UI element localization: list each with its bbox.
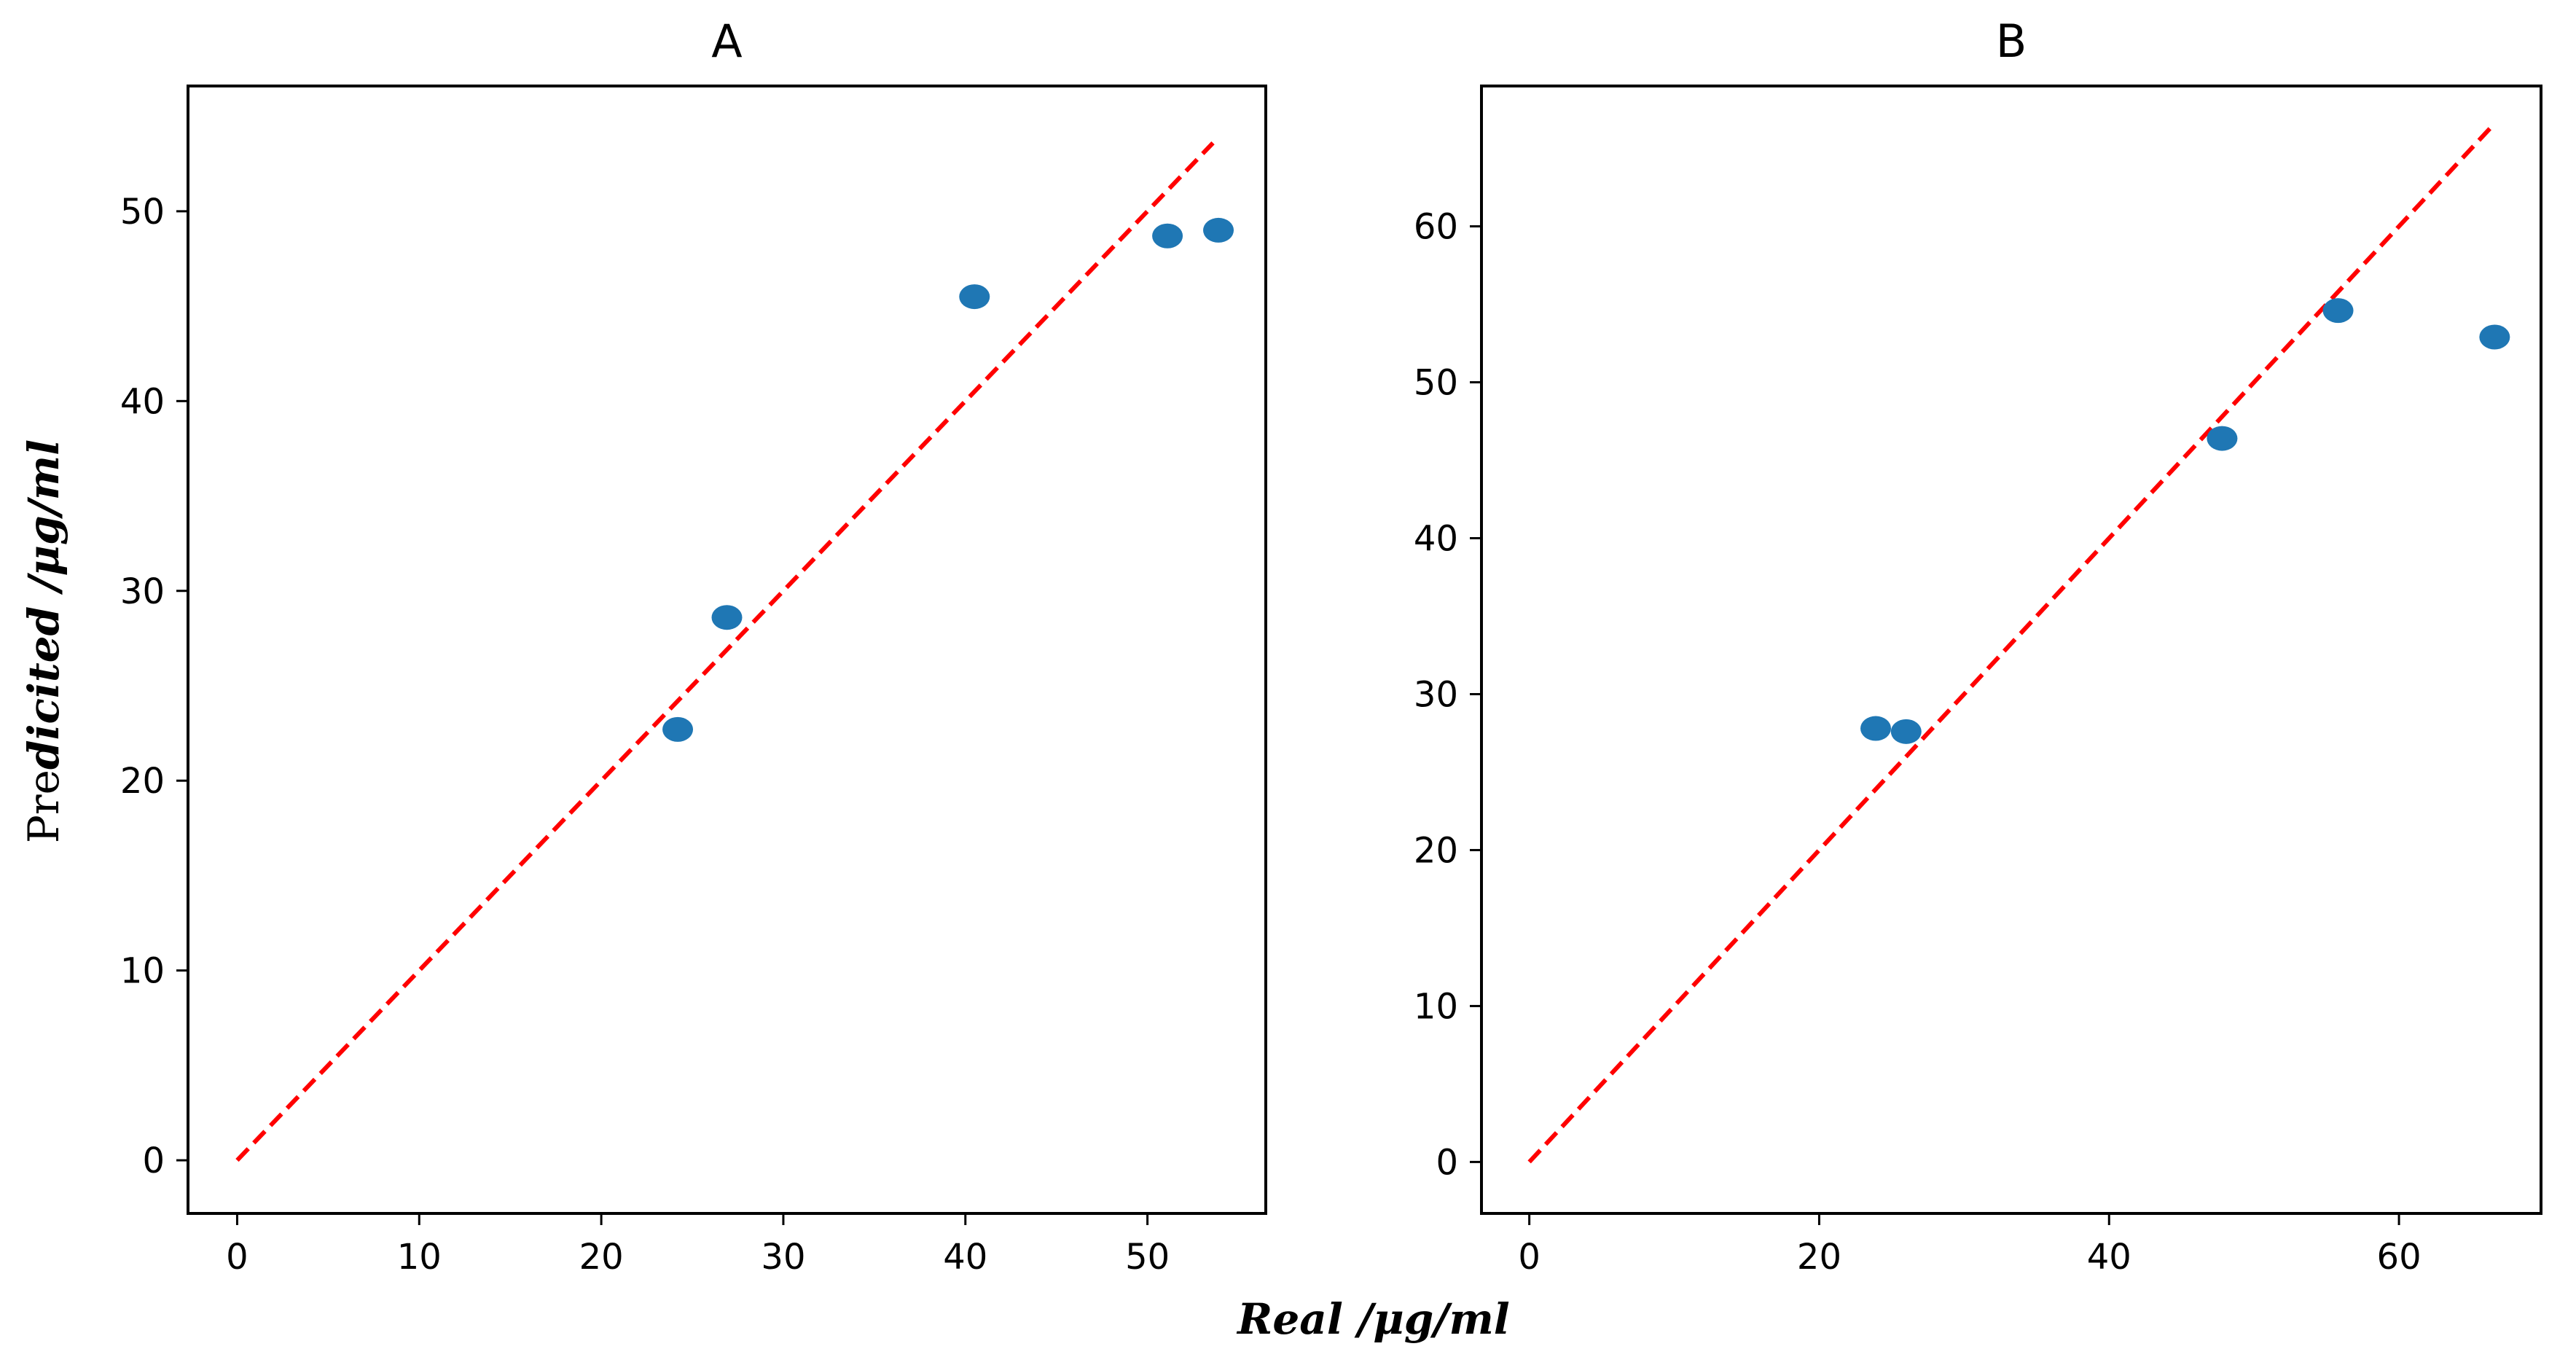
panel-a-ytick-label: 10 — [120, 951, 165, 992]
panel-b-data-point — [2207, 426, 2238, 451]
panel-b-ytick-label: 0 — [1436, 1142, 1458, 1183]
panel-b-ytick-label: 60 — [1414, 207, 1458, 248]
panel-b-xtick-label: 20 — [1797, 1237, 1841, 1278]
panel-b-xtick-label: 60 — [2377, 1237, 2422, 1278]
panel-a-xtick-label: 30 — [761, 1237, 805, 1278]
x-axis-label: Real /μg/ml — [1236, 1294, 1510, 1344]
panel-a-ytick-label: 0 — [142, 1141, 165, 1181]
panel-b-data-point — [1860, 716, 1892, 741]
y-axis-label-prefix: Pre — [19, 770, 68, 843]
panel-b-ytick-label: 10 — [1414, 986, 1458, 1027]
panel-a-ytick-label: 50 — [120, 192, 165, 232]
panel-b-title: B — [1996, 15, 2027, 68]
panel-a-title: A — [711, 15, 742, 68]
panel-a-data-point — [1203, 217, 1234, 243]
panel-a-data-point — [1152, 223, 1183, 249]
panel-b-ytick-label: 40 — [1414, 519, 1458, 560]
panel-b-ytick-label: 20 — [1414, 830, 1458, 871]
y-axis-label: Predicited /μg/ml — [19, 439, 68, 843]
panel-a-xtick-label: 10 — [397, 1237, 442, 1278]
panel-a-marks: 0 10 20 30 40 50 0 10 20 30 40 50 — [120, 141, 1234, 1278]
panel-a-xtick-label: 50 — [1125, 1237, 1170, 1278]
panel-a-identity-line — [235, 141, 1215, 1162]
panel-a-data-point — [662, 716, 694, 742]
panel-a-data-point — [711, 605, 743, 630]
panel-b-data-point — [1890, 719, 1922, 744]
panel-b-ytick-label: 30 — [1414, 674, 1458, 715]
panel-b-ytick-label: 50 — [1414, 363, 1458, 404]
panel-b-data-point — [2322, 298, 2354, 324]
panel-a-xtick-label: 20 — [579, 1237, 624, 1278]
y-axis-label-rest: dicited /μg/ml — [19, 439, 68, 770]
panel-a-ytick-label: 40 — [120, 381, 165, 422]
panel-b-xtick-label: 0 — [1518, 1237, 1540, 1278]
panel-b-data-point — [2479, 324, 2510, 350]
panel-a-xtick-label: 0 — [226, 1237, 248, 1278]
panel-b-xtick-label: 40 — [2087, 1237, 2131, 1278]
panel-a-ytick-label: 30 — [120, 571, 165, 612]
panel-b-identity-line — [1527, 126, 2492, 1164]
panel-b-marks: 0 20 40 60 0 10 20 30 40 50 60 — [1414, 126, 2510, 1278]
panel-a-xtick-label: 40 — [943, 1237, 987, 1278]
panel-a-frame — [187, 85, 1267, 1215]
panel-b-frame — [1480, 85, 2542, 1215]
panel-a-data-point — [959, 284, 990, 310]
panel-a-ytick-label: 20 — [120, 761, 165, 802]
